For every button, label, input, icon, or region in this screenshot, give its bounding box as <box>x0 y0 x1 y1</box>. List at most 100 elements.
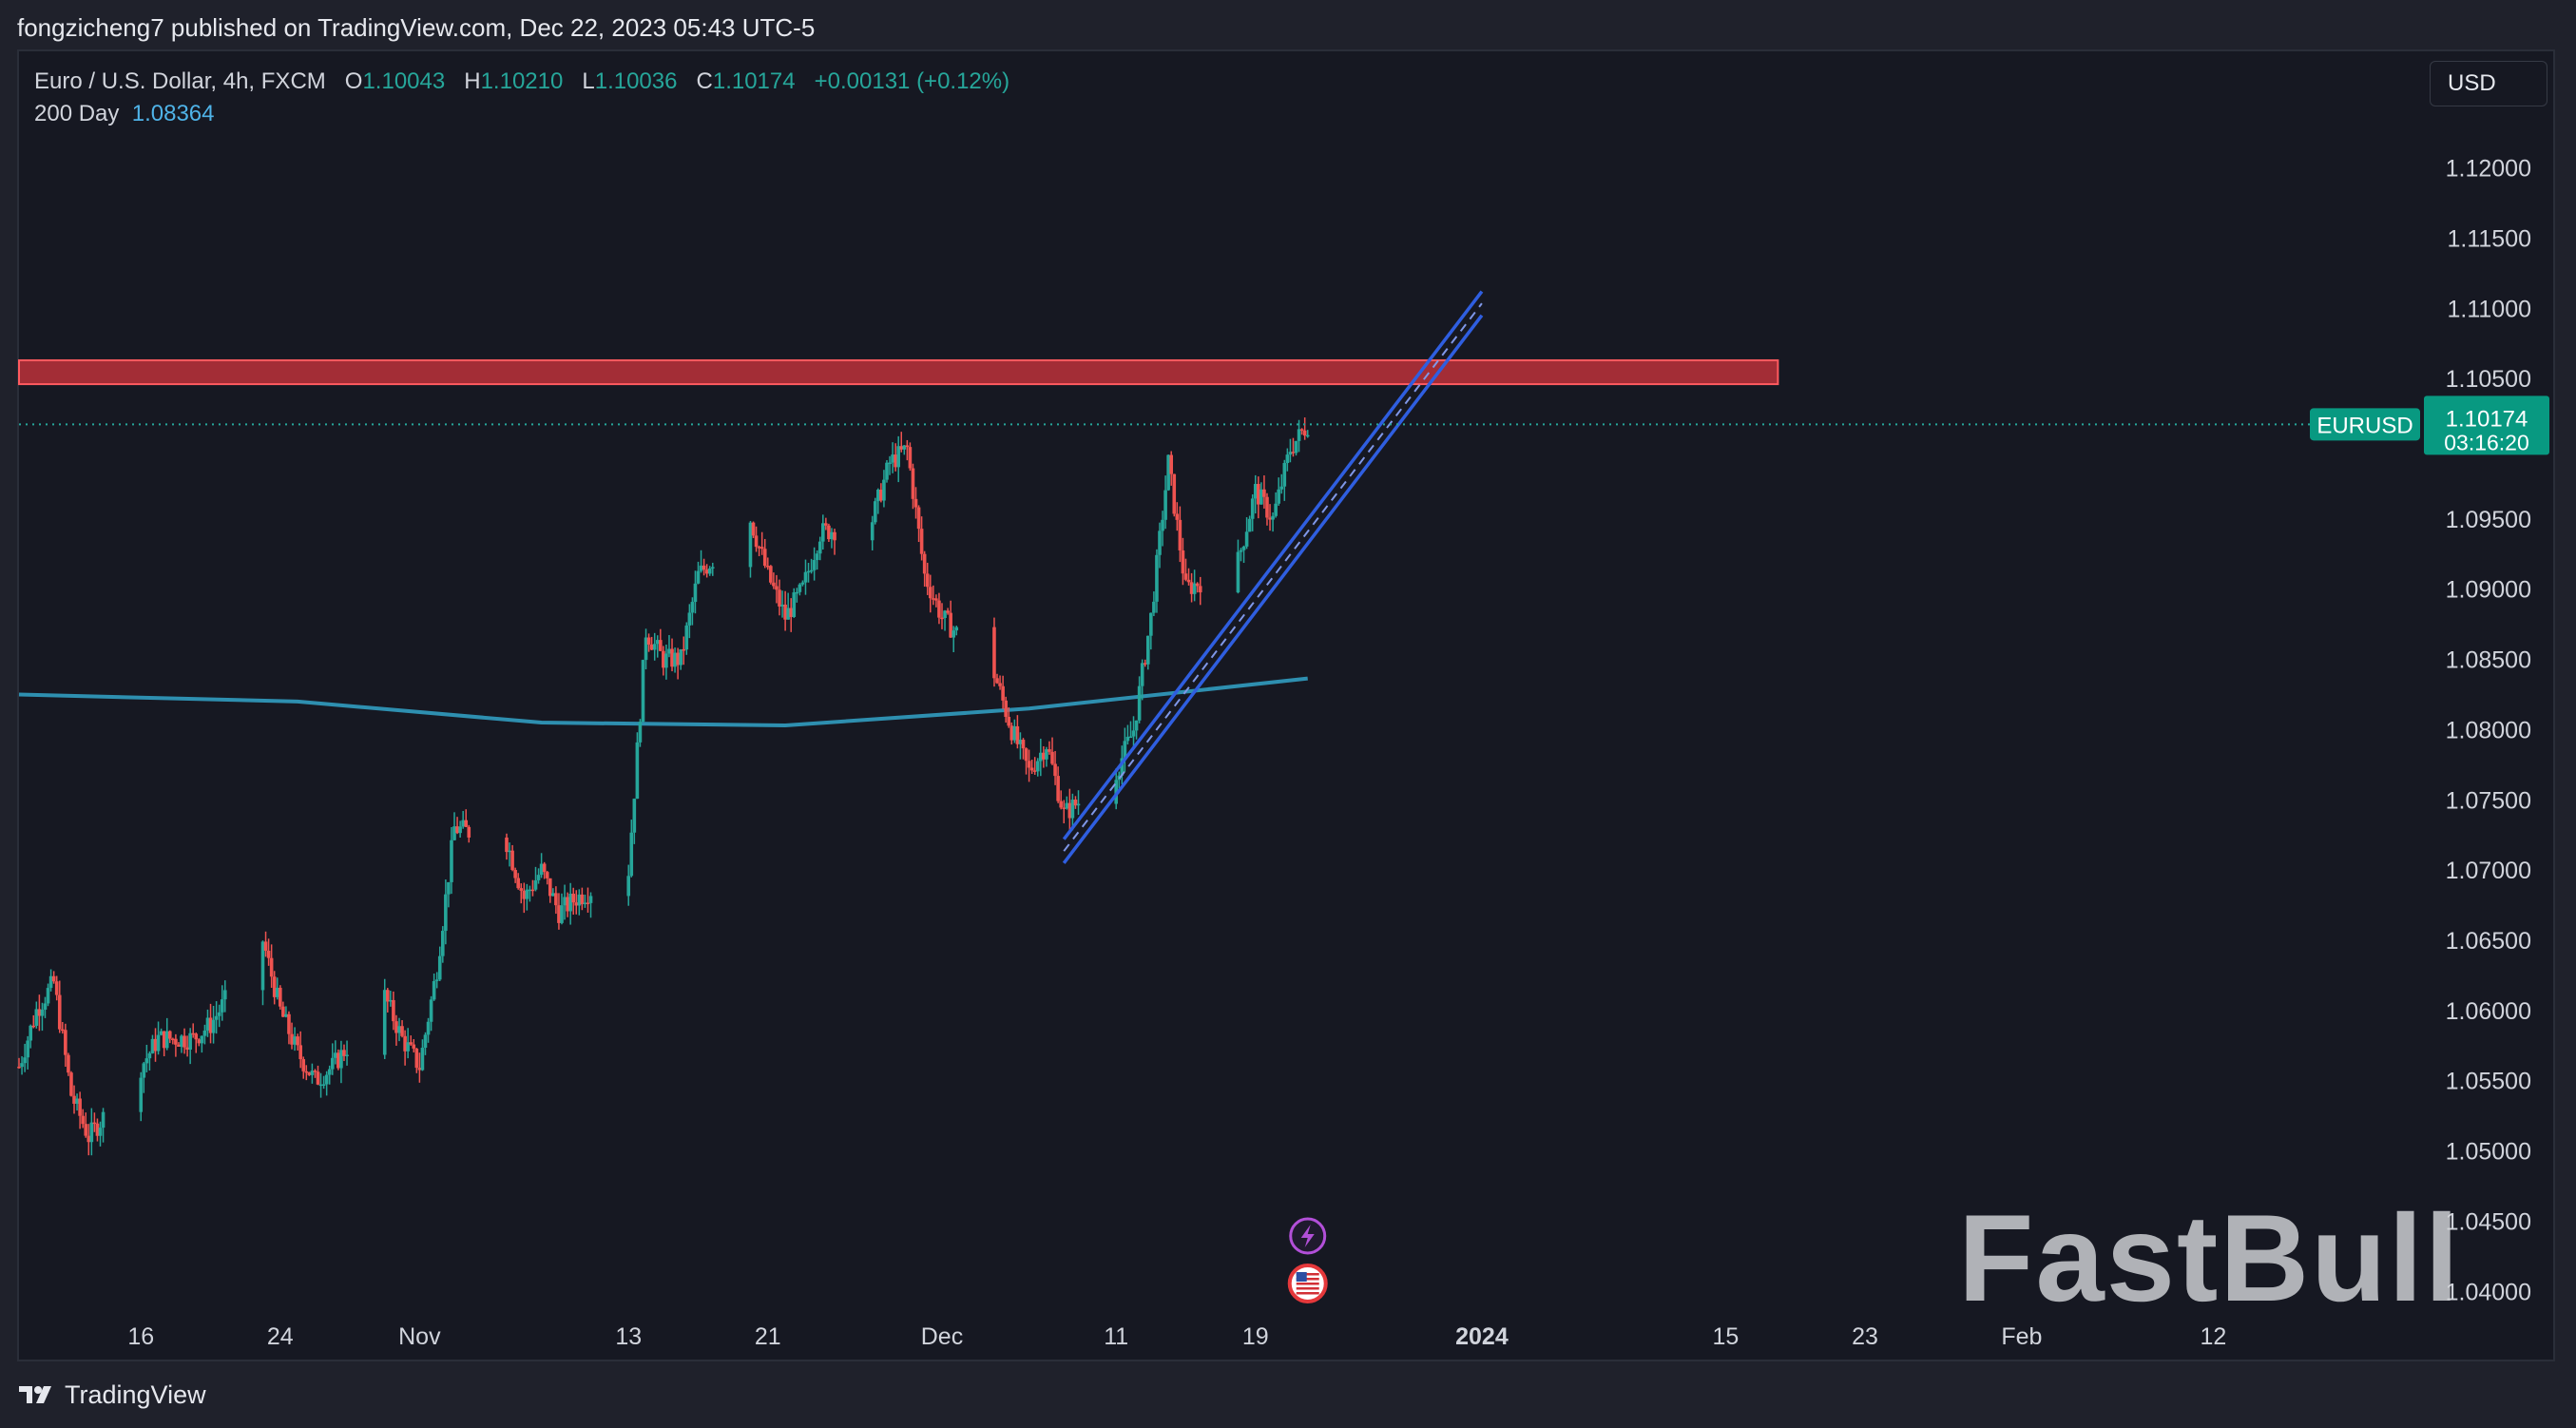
candle-body <box>222 990 227 1000</box>
candle-body <box>1195 583 1200 587</box>
candle <box>75 1093 79 1111</box>
candle <box>444 879 448 945</box>
candle-body <box>783 604 787 620</box>
candle-body <box>423 1034 428 1049</box>
candle-body <box>934 598 938 601</box>
candle <box>551 888 555 897</box>
candle-body <box>382 990 387 1055</box>
candle <box>269 944 274 988</box>
candle <box>908 442 913 472</box>
candle <box>652 632 657 661</box>
candle-body <box>1178 519 1182 550</box>
candle-body <box>812 559 817 570</box>
candle <box>934 594 938 608</box>
candle-body <box>263 941 268 952</box>
candle-body <box>821 523 825 542</box>
candle-body <box>287 1013 291 1034</box>
candle <box>345 1040 349 1066</box>
x-tick-label: 23 <box>1852 1323 1878 1350</box>
candle <box>916 505 921 543</box>
candle-body <box>800 582 805 585</box>
candle <box>1021 738 1026 760</box>
candle <box>1065 796 1069 810</box>
candle-body <box>200 1035 204 1044</box>
candle-body <box>461 820 465 827</box>
x-tick-label: 11 <box>1104 1323 1128 1350</box>
candle-body <box>554 893 558 906</box>
candle <box>330 1043 335 1075</box>
candle-body <box>458 826 462 834</box>
candle <box>101 1108 106 1143</box>
candle-body <box>1274 503 1278 516</box>
tradingview-brand[interactable]: TradingView <box>19 1379 206 1411</box>
candle <box>519 883 524 904</box>
candle <box>263 931 268 957</box>
candle <box>577 889 582 916</box>
candle <box>298 1031 302 1069</box>
candle <box>588 892 593 918</box>
candle <box>147 1051 152 1071</box>
x-tick-label: 16 <box>127 1323 154 1350</box>
candle <box>815 550 819 570</box>
lightning-icon[interactable] <box>1289 1217 1327 1255</box>
candle-body <box>34 1009 39 1026</box>
candle-body <box>307 1071 312 1075</box>
symbol-legend: Euro / U.S. Dollar, 4h, FXCM O1.10043 H1… <box>34 68 1009 95</box>
candle-body <box>78 1098 82 1116</box>
candle <box>583 895 587 908</box>
candle-body <box>932 598 935 600</box>
candle-body <box>296 1036 299 1046</box>
candle-body <box>574 902 579 906</box>
candle-body <box>400 1026 404 1036</box>
candle-body <box>385 990 390 1002</box>
candle <box>414 1048 419 1073</box>
candle-body <box>409 1042 413 1045</box>
candle <box>464 809 469 828</box>
candle <box>142 1061 146 1093</box>
candle-body <box>792 592 797 617</box>
candle <box>1053 750 1057 785</box>
candle-body <box>662 650 665 668</box>
candle <box>765 557 770 570</box>
candle <box>516 873 520 890</box>
candle <box>81 1109 85 1129</box>
candle-body <box>183 1035 186 1048</box>
candle-body <box>20 1063 24 1068</box>
tradingview-brand-label: TradingView <box>65 1380 206 1409</box>
candle-body <box>330 1057 335 1070</box>
y-tick-label: 1.04000 <box>2446 1279 2531 1305</box>
candle-body <box>765 566 770 568</box>
us-flag-icon[interactable] <box>1287 1264 1328 1303</box>
candle-body <box>943 610 947 618</box>
candle-body <box>626 876 631 897</box>
candle-body <box>403 1035 407 1052</box>
candle-body <box>17 1066 21 1069</box>
candle-body <box>995 678 999 684</box>
candle-body <box>696 570 701 584</box>
candle-body <box>817 541 822 554</box>
candle-body <box>815 553 819 560</box>
candle-body <box>798 584 802 592</box>
candle-body <box>84 1124 88 1136</box>
candle-body <box>519 888 524 891</box>
candle <box>205 1009 210 1037</box>
candle-body <box>31 1025 36 1028</box>
candle <box>786 592 790 620</box>
candle <box>72 1085 76 1114</box>
candle <box>1271 511 1275 532</box>
candle <box>1128 721 1133 739</box>
candle <box>284 1006 288 1018</box>
candle <box>26 1035 29 1070</box>
currency-button[interactable]: USD <box>2430 61 2547 106</box>
chart-pane[interactable] <box>17 49 2555 1361</box>
candle <box>757 545 761 556</box>
candle-body <box>1007 717 1011 726</box>
ma-legend[interactable]: 200 Day 1.08364 <box>34 101 215 127</box>
candle-body <box>57 994 62 1030</box>
candle <box>693 570 698 614</box>
candle <box>542 861 547 879</box>
candle-body <box>64 1030 67 1055</box>
candle <box>1134 720 1139 740</box>
candle <box>185 1035 189 1057</box>
